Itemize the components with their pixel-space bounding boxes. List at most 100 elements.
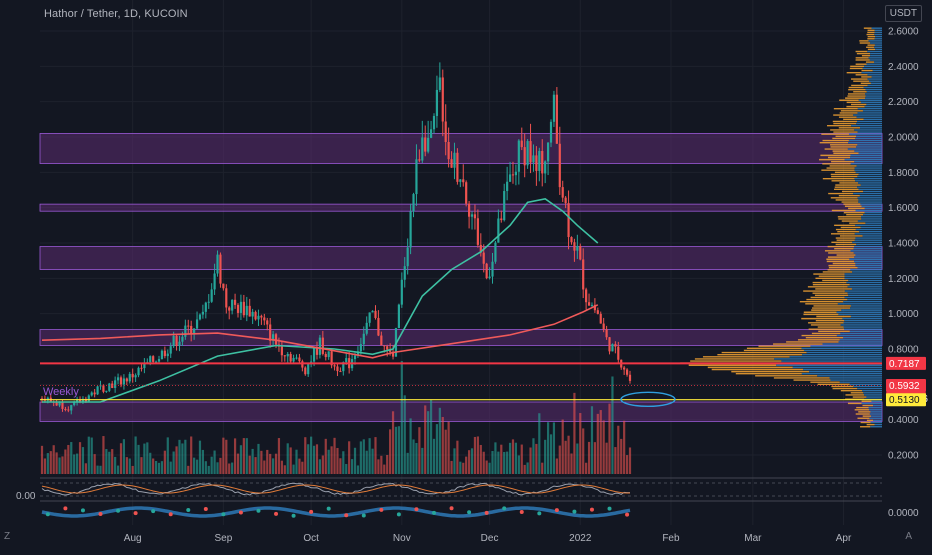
candle-body — [427, 137, 430, 152]
auto-scale-button[interactable]: A — [905, 531, 912, 542]
currency-badge[interactable]: USDT — [884, 5, 922, 22]
candle-body — [78, 399, 82, 403]
candle-body — [441, 77, 444, 122]
candle-body — [266, 320, 269, 325]
candle-body — [228, 307, 231, 311]
volume-bar — [438, 407, 441, 474]
candle-body — [263, 317, 266, 321]
volume-bar — [625, 455, 629, 474]
volume-bar — [154, 460, 158, 474]
candle-body — [114, 380, 117, 388]
volume-bar — [239, 445, 243, 474]
candle-body — [587, 302, 591, 306]
candle-body — [386, 346, 389, 350]
time-tick: Sep — [214, 533, 232, 544]
volume-bar — [312, 445, 316, 474]
volume-bar — [623, 420, 626, 474]
candle-body — [359, 344, 362, 352]
candle-body — [523, 147, 526, 166]
candle-body — [324, 353, 327, 358]
volume-bar — [175, 446, 178, 474]
candle-body — [424, 137, 427, 152]
volume-bar — [356, 465, 360, 474]
volume-bar — [93, 454, 96, 474]
candle-body — [119, 377, 123, 385]
osc-tick: 0.0000 — [888, 508, 919, 519]
volume-bar — [593, 442, 596, 474]
candle-body — [447, 141, 450, 160]
volume-bar — [178, 439, 181, 474]
candle-body — [55, 402, 58, 406]
candle-body — [140, 367, 143, 369]
candle-body — [225, 288, 228, 308]
candle-body — [251, 311, 254, 317]
volume-bar — [570, 453, 573, 474]
volume-bar — [450, 460, 453, 474]
signal-dot — [168, 512, 173, 517]
volume-bar — [160, 461, 164, 474]
signal-dot — [554, 508, 559, 513]
signal-dot — [80, 508, 85, 513]
volume-profile — [680, 27, 882, 428]
volume-bar — [289, 447, 292, 474]
signal-dot — [98, 512, 103, 517]
signal-dot — [133, 511, 138, 516]
volume-bar — [336, 447, 339, 474]
signal-dot — [502, 506, 507, 511]
candle-body — [544, 161, 547, 174]
volume-bar — [152, 458, 155, 474]
candle-body — [58, 401, 61, 406]
volume-bar — [339, 458, 342, 474]
candle-body — [625, 369, 629, 375]
candle-body — [491, 261, 494, 277]
candle-body — [485, 263, 488, 279]
volume-bar — [552, 422, 556, 474]
candle-body — [286, 354, 289, 357]
volume-bar — [254, 457, 257, 474]
candle-body — [590, 304, 594, 306]
candle-body — [166, 353, 169, 357]
candles — [40, 62, 632, 415]
candle-body — [272, 334, 275, 341]
candle-body — [181, 336, 184, 342]
volume-bar — [143, 443, 146, 474]
signal-dot — [589, 507, 594, 512]
volume-bar — [257, 443, 260, 474]
candle-body — [444, 121, 447, 142]
volume-bar — [327, 449, 330, 474]
candle-body — [593, 304, 596, 311]
signal-dot — [186, 508, 191, 513]
volume-zones — [39, 133, 883, 422]
volume-bar — [78, 442, 82, 474]
volume-bar — [497, 451, 500, 474]
candle-body — [517, 140, 520, 172]
candle-body — [546, 142, 550, 162]
timezone-button[interactable]: Z — [4, 531, 11, 542]
volume-bar — [58, 457, 61, 474]
volume-bar — [64, 449, 67, 474]
volume-bar — [391, 411, 395, 474]
candle-body — [476, 218, 479, 245]
symbol-title[interactable]: Hathor / Tether, 1D, KUCOIN — [44, 8, 188, 20]
volume-bar — [269, 453, 272, 474]
candle-body — [204, 302, 207, 312]
candle-body — [90, 392, 93, 396]
candle-body — [315, 347, 319, 355]
volume-bar — [628, 447, 632, 474]
volume-bar — [236, 453, 240, 474]
candle-body — [274, 334, 278, 345]
candle-body — [292, 357, 295, 362]
candle-body — [219, 254, 222, 284]
price-tick: 1.6000 — [888, 203, 919, 214]
candle-body — [169, 346, 172, 354]
volume-bar — [172, 451, 175, 474]
candle-body — [503, 191, 506, 221]
candle-body — [391, 351, 395, 357]
volume-bar — [544, 439, 547, 474]
candle-body — [494, 242, 497, 262]
volume-bar — [195, 459, 199, 474]
volume-bar — [134, 436, 137, 474]
volume-bar — [611, 376, 614, 474]
